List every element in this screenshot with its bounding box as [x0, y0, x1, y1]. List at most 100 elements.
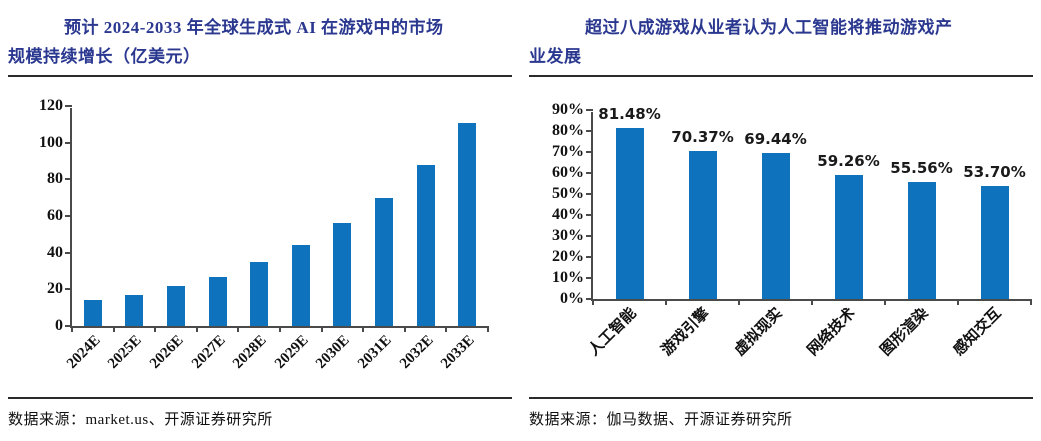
x-axis-category-label: 2026E: [146, 332, 187, 372]
chart-title-right: 超过八成游戏从业者认为人工智能将推动游戏产 业发展: [529, 0, 1033, 71]
x-axis-category-label: 游戏引擎: [659, 305, 714, 360]
y-axis-tick-label: 60: [47, 207, 63, 224]
x-axis-category-label: 图形渲染: [878, 305, 933, 360]
bar-感知交互: [980, 186, 1009, 299]
y-axis-tick-label: 10%: [552, 269, 584, 286]
bar-slot: 2031E: [355, 108, 405, 372]
y-axis-tick: [586, 130, 593, 132]
bar-slot: 2027E: [189, 108, 239, 372]
source-note-left: 数据来源：market.us、开源证券研究所: [8, 397, 512, 429]
bar-chart-survey: 0% 10% 20% 30% 40% 50% 60% 70% 80% 90% 81.48% 人工智能 7…: [529, 80, 1033, 395]
y-axis-tick-label: 70%: [552, 143, 584, 160]
bar-value-label: 69.44%: [744, 130, 807, 149]
bar-slot: 59.26% 网络技术: [805, 112, 885, 359]
x-axis-category-label: 2030E: [313, 332, 353, 372]
x-axis-tick: [195, 326, 198, 332]
y-axis-tick-label: 40: [47, 243, 63, 261]
title-divider: [8, 75, 512, 77]
bar-图形渲染: [907, 182, 936, 299]
x-axis-tick: [592, 299, 594, 305]
y-axis-tick: [586, 193, 593, 195]
right-chart-panel: 超过八成游戏从业者认为人工智能将推动游戏产 业发展 0% 10% 20% 30% 40%…: [521, 0, 1041, 441]
x-axis-tick: [362, 326, 365, 332]
y-axis-tick-label: 20%: [552, 248, 584, 265]
y-axis-tick-label: 30%: [552, 227, 584, 244]
y-axis-tick: [586, 235, 593, 237]
bar-人工智能: [615, 127, 644, 299]
bar-slots: 81.48% 人工智能 70.37% 游戏引擎 69.44% 虚拟现实 59.26% 网络技术…: [586, 106, 1031, 359]
bar-chart-market-size: 0 20 40 60 80 100 120 2024E 2025E 2026E 2027E 2028E…: [8, 80, 512, 395]
bar-slot: 2025E: [105, 108, 156, 372]
chart-title-right-line2: 业发展: [529, 47, 582, 66]
x-axis-tick: [237, 326, 240, 332]
x-axis-tick: [112, 326, 115, 332]
y-axis-tick: [65, 251, 72, 254]
x-axis-category-label: 虚拟现实: [732, 305, 787, 360]
y-axis-tick: [65, 215, 72, 217]
bar-value-label: 53.70%: [963, 163, 1026, 182]
source-note-right: 数据来源：伽马数据、开源证券研究所: [529, 397, 1033, 429]
bar-2030E: [333, 223, 352, 326]
bar-slot: 53.70% 感知交互: [951, 112, 1031, 359]
y-axis-tick-label: 100: [39, 133, 63, 151]
bar-slot: 2026E: [147, 108, 197, 372]
right-panel-inner: 超过八成游戏从业者认为人工智能将推动游戏产 业发展 0% 10% 20% 30% 40%…: [521, 0, 1041, 441]
y-axis-tick: [65, 141, 72, 144]
x-axis-tick: [811, 299, 813, 305]
y-axis-tick-label: 20: [47, 280, 63, 298]
bar-2031E: [374, 197, 393, 326]
y-axis-tick: [586, 277, 593, 279]
y-axis-tick-label: 80%: [552, 122, 584, 139]
y-axis-tick-label: 50%: [552, 185, 584, 202]
y-axis-tick-label: 40%: [552, 206, 584, 223]
y-axis-tick: [65, 288, 72, 291]
chart-title-left-line1: 预计 2024-2033 年全球生成式 AI 在游戏中的市场: [64, 18, 444, 37]
x-axis-tick: [320, 326, 323, 332]
y-axis-tick-label: 0: [55, 317, 63, 334]
y-axis-tick: [65, 105, 72, 107]
x-axis-tick: [71, 326, 73, 332]
bar-游戏引擎: [688, 151, 717, 299]
y-axis-tick-label: 60%: [552, 164, 584, 181]
chart-title-left-line2: 规模持续增长（亿美元）: [8, 47, 201, 66]
y-axis-tick: [586, 109, 593, 111]
y-axis-tick-label: 80: [47, 170, 63, 188]
x-axis-tick: [1030, 299, 1032, 305]
y-axis-tick: [65, 178, 72, 181]
x-axis-category-label: 人工智能: [586, 305, 641, 360]
y-axis-tick: [586, 172, 593, 174]
title-divider: [529, 75, 1033, 77]
bar-value-label: 59.26%: [817, 151, 880, 170]
plot-area: 0 20 40 60 80 100 120 2024E 2025E 2026E 2027E 2028E…: [39, 98, 489, 372]
y-axis-tick-label: 90%: [552, 101, 584, 118]
left-panel-inner: 预计 2024-2033 年全球生成式 AI 在游戏中的市场 规模持续增长（亿美…: [0, 0, 520, 441]
bar-slot: 81.48% 人工智能: [586, 106, 666, 359]
y-axis-tick: [586, 214, 593, 216]
x-axis-category-label: 感知交互: [951, 305, 1006, 360]
y-axis-tick: [586, 151, 593, 153]
left-chart-panel: 预计 2024-2033 年全球生成式 AI 在游戏中的市场 规模持续增长（亿美…: [0, 0, 520, 441]
bar-value-label: 81.48%: [598, 104, 661, 123]
bar-2027E: [208, 276, 227, 326]
chart-title-left: 预计 2024-2033 年全球生成式 AI 在游戏中的市场 规模持续增长（亿美…: [8, 0, 512, 71]
bar-2032E: [416, 164, 435, 326]
y-axis-tick: [586, 298, 593, 300]
x-axis-tick: [883, 299, 886, 305]
x-axis-category-label: 2027E: [188, 332, 229, 372]
bar-2029E: [291, 245, 310, 326]
x-axis-category-label: 网络技术: [805, 305, 860, 360]
bar-slot: 69.44% 虚拟现实: [732, 112, 812, 359]
bar-slots: 2024E 2025E 2026E 2027E 2028E 2029E 2030E 2031E…: [64, 108, 488, 372]
bar-2024E: [83, 300, 102, 326]
bar-slot: 2030E: [313, 108, 364, 372]
x-axis-tick: [487, 326, 489, 332]
bar-slot: 2024E: [64, 108, 114, 372]
bar-网络技术: [834, 174, 863, 299]
x-axis-tick: [279, 326, 281, 332]
x-axis-tick: [664, 299, 667, 305]
y-axis-tick: [65, 325, 72, 327]
x-axis-tick: [403, 326, 406, 332]
x-axis-tick: [737, 299, 740, 305]
bar-slot: 2032E: [397, 108, 447, 372]
bar-2026E: [166, 285, 185, 326]
